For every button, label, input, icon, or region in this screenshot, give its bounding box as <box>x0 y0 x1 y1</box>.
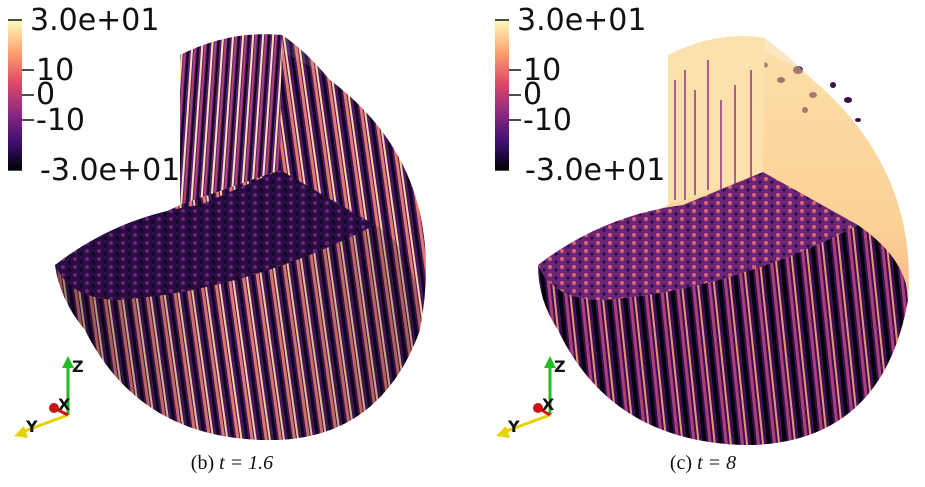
axes-triad-c: Z Y X <box>496 356 566 438</box>
axis-c-z-label: Z <box>554 357 566 376</box>
colorbar-gradient <box>8 20 22 170</box>
caption-b-math: t = 1.6 <box>219 452 274 474</box>
colorbar-tick-neg10: -10 <box>36 103 85 138</box>
colorbar-tick-0: 0 <box>36 77 55 112</box>
caption-c-prefix: (c) <box>669 452 698 474</box>
colorbar-tick-10: 10 <box>36 53 74 88</box>
colorbar-min-label: -3.0e+01 <box>40 153 180 188</box>
panel-c: 3.0e+01 10 0 -10 -3.0e+01 Z Y X (c) t = … <box>463 0 925 487</box>
colorbar-c-tick-10: 10 <box>523 53 561 88</box>
caption-b-prefix: (b) <box>190 452 220 474</box>
axis-z-label: Z <box>72 357 84 376</box>
axis-x-label: X <box>58 395 71 414</box>
sphere-render-b: 3.0e+01 10 0 -10 -3.0e+01 Z Y X <box>8 3 426 441</box>
axis-c-y-label: Y <box>507 417 520 436</box>
sphere-b <box>55 34 426 441</box>
colorbar-c-max-label: 3.0e+01 <box>517 3 646 38</box>
sphere-render-c: 3.0e+01 10 0 -10 -3.0e+01 Z Y X <box>495 3 909 446</box>
axes-triad-b: Z Y X <box>14 356 84 438</box>
colorbar-c-tick-0: 0 <box>523 77 542 112</box>
panel-b: 3.0e+01 10 0 -10 -3.0e+01 Z Y X (b) t = … <box>0 0 462 487</box>
colorbar-c-min-label: -3.0e+01 <box>525 153 665 188</box>
caption-b: (b) t = 1.6 <box>82 452 382 475</box>
axis-c-x-label: X <box>542 395 555 414</box>
axis-y-label: Y <box>25 417 38 436</box>
colorbar-max-label: 3.0e+01 <box>30 3 159 38</box>
caption-c-math: t = 8 <box>697 452 737 474</box>
sphere-c <box>538 36 909 446</box>
colorbar-gradient-c <box>495 20 509 170</box>
caption-c: (c) t = 8 <box>553 452 853 475</box>
colorbar-c-tick-neg10: -10 <box>523 103 572 138</box>
